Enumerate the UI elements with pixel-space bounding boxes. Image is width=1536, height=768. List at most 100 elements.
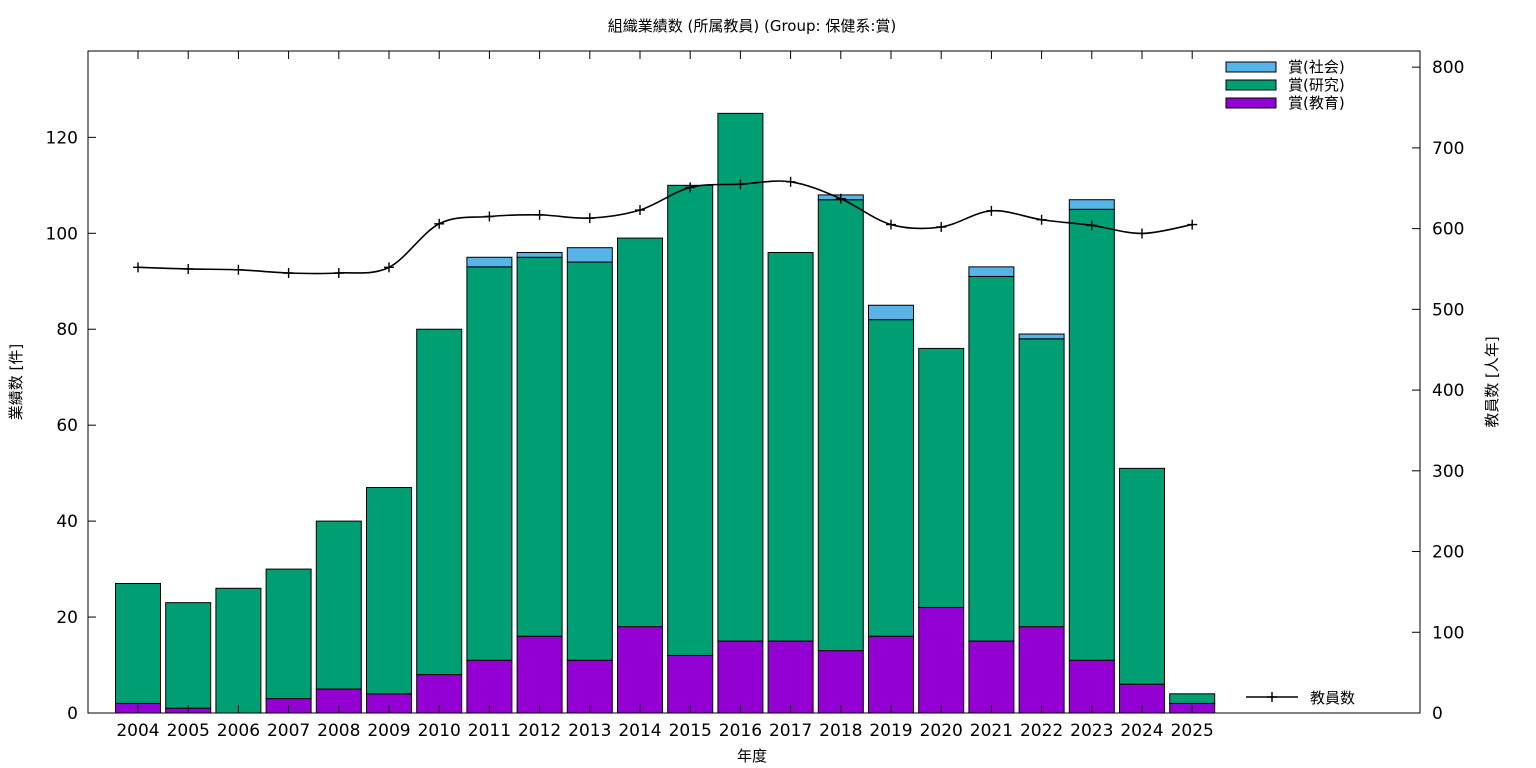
line-point-2019 <box>886 219 896 230</box>
bar-2023-series-2 <box>1068 199 1115 210</box>
x-tick-label: 2007 <box>267 721 310 741</box>
bar-2008-series-1 <box>315 520 362 690</box>
bar-2015-series-1 <box>667 184 714 656</box>
line-point-2009 <box>384 262 394 273</box>
line-point-2006 <box>233 264 244 275</box>
bar-2023-series-1 <box>1068 208 1115 661</box>
bar-2014-series-1 <box>617 237 663 628</box>
bar-2014-series-0 <box>617 626 663 714</box>
bar-2022-series-2 <box>1018 333 1065 340</box>
bar-2018-series-0 <box>817 650 864 714</box>
bar-2011-series-0 <box>466 659 513 714</box>
bar-2021-series-1 <box>968 275 1015 642</box>
x-tick-label: 2017 <box>769 721 812 741</box>
bar-2022-series-0 <box>1018 626 1065 714</box>
line-layer <box>133 176 1198 279</box>
x-tick-label: 2004 <box>116 721 159 741</box>
line-point-2005 <box>183 263 194 274</box>
line-point-2025 <box>1187 219 1198 230</box>
y2-tick-label: 200 <box>1432 543 1464 563</box>
x-tick-label: 2019 <box>869 721 912 741</box>
bar-2012-series-0 <box>516 635 563 714</box>
x-axis-label: 年度 <box>737 747 767 765</box>
line-point-2018 <box>835 193 846 204</box>
y-tick-label: 20 <box>56 608 78 628</box>
x-tick-label: 2023 <box>1070 721 1113 741</box>
bar-2011-series-2 <box>466 256 513 268</box>
y2-tick-label: 0 <box>1432 704 1443 724</box>
y2-tick-label: 500 <box>1432 300 1464 320</box>
bar-2024-series-1 <box>1119 467 1165 685</box>
line-point-2023 <box>1086 220 1097 231</box>
chart-title: 組織業績数 (所属教員) (Group: 保健系:賞) <box>608 17 897 35</box>
y2-tick-label: 600 <box>1432 220 1464 240</box>
legend-swatch <box>1225 61 1277 73</box>
line-point-2004 <box>133 262 143 273</box>
line-point-2007 <box>283 268 294 279</box>
line-point-2014 <box>635 205 645 216</box>
x-tick-label: 2022 <box>1020 721 1063 741</box>
legend-label: 賞(教育) <box>1288 94 1345 112</box>
x-tick-label: 2009 <box>367 721 410 741</box>
bar-2009-series-1 <box>366 487 412 695</box>
x-tick-label: 2013 <box>568 721 611 741</box>
x-tick-label: 2025 <box>1171 721 1214 741</box>
y2-tick-label: 700 <box>1432 139 1464 159</box>
bar-2018-series-1 <box>817 199 864 652</box>
bar-2016-series-1 <box>717 112 764 642</box>
legend-swatch <box>1225 79 1277 91</box>
x-tick-label: 2024 <box>1120 721 1163 741</box>
bar-2022-series-1 <box>1018 338 1065 628</box>
bar-2019-series-1 <box>868 319 914 637</box>
line-point-2016 <box>735 179 746 190</box>
line-point-2015 <box>685 182 696 193</box>
line-teachers <box>137 180 1193 275</box>
y2-tick-label: 800 <box>1432 58 1464 78</box>
bar-2017-series-1 <box>767 251 814 642</box>
y-tick-label: 60 <box>56 416 78 436</box>
x-tick-label: 2015 <box>669 721 712 741</box>
y2-tick-label: 300 <box>1432 462 1464 482</box>
legend-label: 賞(研究) <box>1288 76 1345 94</box>
line-point-2022 <box>1036 214 1047 225</box>
line-point-2008 <box>333 268 344 279</box>
y-tick-label: 80 <box>56 320 78 340</box>
bar-2011-series-1 <box>466 266 513 661</box>
bar-2006-series-1 <box>215 587 262 714</box>
bar-2013-series-1 <box>566 261 613 661</box>
bars-layer <box>115 112 1216 714</box>
bar-2020-series-0 <box>918 606 965 714</box>
x-tick-label: 2011 <box>468 721 511 741</box>
axes-layer: 0 20 40 60 80 100 120 0 100 200 300 400 500 600 700 800… <box>46 51 1464 741</box>
x-tick-label: 2008 <box>317 721 360 741</box>
legend-label: 教員数 <box>1310 689 1355 707</box>
bar-2025-series-1 <box>1169 693 1216 704</box>
legend: 賞(社会)賞(研究)賞(教育) 教員数 <box>1225 58 1355 707</box>
bar-2010-series-1 <box>416 328 463 676</box>
bar-2005-series-1 <box>165 602 212 709</box>
y-tick-label: 40 <box>56 512 78 532</box>
y2-tick-label: 100 <box>1432 623 1464 643</box>
x-tick-label: 2016 <box>719 721 762 741</box>
bar-2020-series-1 <box>918 347 965 608</box>
bar-2012-series-1 <box>516 256 563 637</box>
x-tick-label: 2005 <box>167 721 210 741</box>
bar-2017-series-0 <box>767 640 814 714</box>
x-tick-label: 2020 <box>920 721 963 741</box>
line-point-2012 <box>534 209 545 220</box>
y-axis-label: 業績数 [件] <box>7 344 25 420</box>
x-tick-label: 2014 <box>618 721 661 741</box>
line-point-2010 <box>434 218 445 229</box>
y2-tick-label: 400 <box>1432 381 1464 401</box>
line-point-2013 <box>584 213 595 224</box>
legend-label: 賞(社会) <box>1288 58 1345 76</box>
bar-2012-series-2 <box>516 251 563 258</box>
bar-2021-series-0 <box>968 640 1015 714</box>
x-tick-label: 2010 <box>418 721 461 741</box>
bar-2023-series-0 <box>1068 659 1115 714</box>
y-tick-label: 0 <box>67 704 78 724</box>
bar-2015-series-0 <box>667 654 714 714</box>
bar-2019-series-0 <box>868 635 914 714</box>
y-tick-label: 100 <box>46 224 78 244</box>
